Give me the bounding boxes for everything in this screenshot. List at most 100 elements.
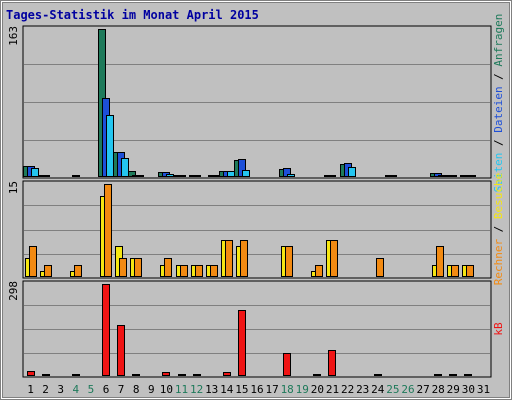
bar-kb-day-2: [42, 374, 50, 376]
bar-seiten-day-28: [438, 175, 446, 177]
side-label: Rechner / Besuche: [492, 173, 505, 286]
bar-rechner-day-29: [451, 265, 459, 277]
bar-rechner-day-10: [164, 258, 172, 277]
bar-seiten-day-6: [106, 115, 114, 177]
x-tick-label: 12: [190, 383, 203, 396]
bar-kb-day-12: [193, 374, 201, 376]
bar-rechner-day-21: [330, 240, 338, 277]
x-tick-label: 13: [205, 383, 218, 396]
bar-seiten-day-14: [227, 171, 235, 177]
bar-kb-day-21: [328, 350, 336, 376]
bar-rechner-day-30: [466, 265, 474, 277]
y-max-label: 15: [7, 181, 20, 194]
side-label-part: Besuche: [492, 173, 505, 219]
x-tick-label: 2: [42, 383, 49, 396]
side-label-part: /: [492, 67, 505, 87]
bar-rechner-day-8: [134, 258, 142, 277]
x-tick-label: 23: [356, 383, 369, 396]
y-max-label: 298: [7, 281, 20, 301]
panel-requests: 163 Seiten / Dateien / Anfragen: [7, 14, 505, 193]
bar-seiten-day-7: [121, 158, 129, 177]
bar-kb-day-24: [374, 374, 382, 376]
x-tick-label: 18: [281, 383, 294, 396]
bar-kb-day-14: [223, 372, 231, 376]
x-tick-label: 19: [296, 383, 309, 396]
bar-rechner-day-18: [285, 246, 293, 277]
x-tick-label: 28: [432, 383, 445, 396]
x-tick-label: 26: [401, 383, 414, 396]
x-tick-label: 10: [160, 383, 173, 396]
side-label-part: Rechner: [492, 239, 505, 286]
bar-dateien-day-12: [193, 175, 201, 177]
bar-rechner-day-15: [240, 240, 248, 277]
x-tick-label: 5: [88, 383, 95, 396]
x-tick-label: 27: [416, 383, 429, 396]
bar-seiten-day-10: [166, 174, 174, 177]
bar-rechner-day-4: [74, 265, 82, 277]
x-axis-labels: 1 2 3 4 5 6 7 8 9 10 11 12 13 14 15 16 17 18 19 20 21 22 23 24 2…: [27, 383, 490, 396]
bar-kb-day-1: [27, 371, 35, 376]
x-tick-label: 4: [72, 383, 79, 396]
bar-dateien-day-2: [42, 175, 50, 177]
bar-kb-day-8: [132, 374, 140, 376]
x-tick-label: 30: [462, 383, 475, 396]
bar-kb-day-7: [117, 325, 125, 376]
bar-seiten-day-1: [31, 168, 39, 177]
bar-seiten-day-13: [212, 175, 220, 177]
bar-rechner-day-24: [376, 258, 384, 277]
x-tick-label: 16: [250, 383, 263, 396]
bar-seiten-day-18: [287, 174, 295, 177]
bar-rechner-day-2: [44, 265, 52, 277]
side-label-part: Seiten: [492, 153, 505, 193]
panel-kb: 298 kB: [7, 280, 505, 378]
x-tick-label: 31: [477, 383, 490, 396]
bar-seiten-day-8: [136, 175, 144, 177]
x-tick-label: 9: [148, 383, 155, 396]
series-kb: [27, 284, 472, 376]
x-tick-label: 17: [265, 383, 278, 396]
bar-rechner-day-6: [104, 184, 112, 277]
side-label: kB: [492, 322, 505, 336]
side-label-part: kB: [492, 322, 505, 336]
panel-visits: 15 Rechner / Besuche: [7, 173, 505, 286]
bar-rechner-day-1: [29, 246, 37, 277]
x-tick-label: 24: [371, 383, 385, 396]
bar-dateien-day-21: [328, 175, 336, 177]
bar-rechner-day-14: [225, 240, 233, 277]
bar-kb-day-30: [464, 374, 472, 376]
side-label-part: /: [492, 219, 505, 239]
bar-seiten-day-15: [242, 170, 250, 177]
x-tick-label: 6: [103, 383, 110, 396]
x-tick-label: 3: [57, 383, 64, 396]
bar-kb-day-10: [162, 372, 170, 376]
bar-rechner-day-20: [315, 265, 323, 277]
x-tick-label: 8: [133, 383, 140, 396]
bar-kb-day-20: [313, 374, 321, 376]
bar-dateien-day-25: [389, 175, 397, 177]
bar-kb-day-11: [178, 374, 186, 376]
x-tick-label: 15: [235, 383, 248, 396]
x-tick-label: 11: [175, 383, 188, 396]
side-label-part: /: [492, 133, 505, 153]
bar-kb-day-15: [238, 310, 246, 376]
y-max-label: 163: [7, 26, 20, 46]
side-label: Seiten / Dateien / Anfragen: [492, 14, 505, 193]
bar-rechner-day-28: [436, 246, 444, 277]
bar-kb-day-18: [283, 353, 291, 376]
bar-kb-day-29: [449, 374, 457, 376]
bar-dateien-day-29: [449, 175, 457, 177]
x-tick-label: 22: [341, 383, 354, 396]
side-label-part: Dateien: [492, 86, 505, 132]
bar-dateien-day-11: [178, 175, 186, 177]
bar-rechner-day-12: [195, 265, 203, 277]
bar-rechner-day-13: [210, 265, 218, 277]
panel-frame: [22, 180, 492, 279]
bar-kb-day-28: [434, 374, 442, 376]
x-tick-label: 29: [447, 383, 460, 396]
bar-rechner-day-11: [180, 265, 188, 277]
x-tick-label: 20: [311, 383, 324, 396]
